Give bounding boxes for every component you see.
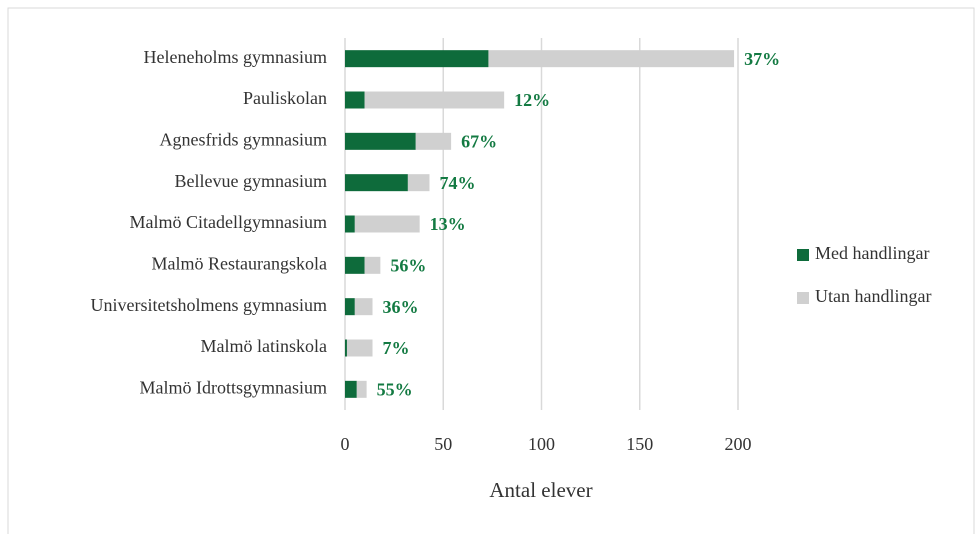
x-tick-label: 150 <box>626 434 653 454</box>
legend-swatch <box>797 249 809 261</box>
share-label: 7% <box>383 338 410 358</box>
x-tick-label: 200 <box>725 434 752 454</box>
bar-segment <box>356 380 367 398</box>
share-label: 13% <box>430 214 466 234</box>
share-label: 36% <box>383 297 419 317</box>
bar-segment <box>345 380 357 398</box>
bar-segment <box>345 256 365 274</box>
x-axis-title: Antal elever <box>489 478 592 502</box>
share-label: 37% <box>744 49 780 69</box>
x-tick-label: 50 <box>434 434 452 454</box>
bar-segment <box>354 215 420 233</box>
chart-border <box>7 7 975 534</box>
bar-segment <box>346 339 373 357</box>
legend-label: Utan handlingar <box>815 286 931 306</box>
share-label: 67% <box>461 131 497 151</box>
bar-segment <box>364 91 505 109</box>
bar-segment <box>345 215 355 233</box>
y-tick-label: Agnesfrids gymnasium <box>160 129 327 149</box>
share-label: 56% <box>390 255 426 275</box>
bar-segment <box>345 132 416 150</box>
y-tick-label: Malmö Citadellgymnasium <box>130 212 327 232</box>
x-tick-label: 0 <box>341 434 350 454</box>
y-tick-label: Malmö Restaurangskola <box>152 253 327 273</box>
bar-segment <box>345 174 408 192</box>
bar-segment <box>415 132 452 150</box>
y-tick-label: Heleneholms gymnasium <box>144 47 327 67</box>
y-tick-label: Malmö latinskola <box>201 336 327 356</box>
y-tick-label: Malmö Idrottsgymnasium <box>140 377 328 397</box>
x-tick-label: 100 <box>528 434 555 454</box>
share-label: 74% <box>439 173 475 193</box>
bar-segment <box>345 91 365 109</box>
bar-segment <box>345 298 355 316</box>
share-label: 55% <box>377 379 413 399</box>
bar-segment <box>354 298 373 316</box>
y-tick-label: Pauliskolan <box>243 88 327 108</box>
y-tick-label: Bellevue gymnasium <box>175 171 327 191</box>
bar-segment <box>407 174 430 192</box>
share-label: 12% <box>514 90 550 110</box>
legend-swatch <box>797 292 809 304</box>
bar-segment <box>488 50 735 68</box>
bar-segment <box>345 50 489 68</box>
bar-segment <box>345 339 347 357</box>
y-tick-label: Universitetsholmens gymnasium <box>91 295 327 315</box>
legend-label: Med handlingar <box>815 243 929 263</box>
bar-segment <box>364 256 381 274</box>
